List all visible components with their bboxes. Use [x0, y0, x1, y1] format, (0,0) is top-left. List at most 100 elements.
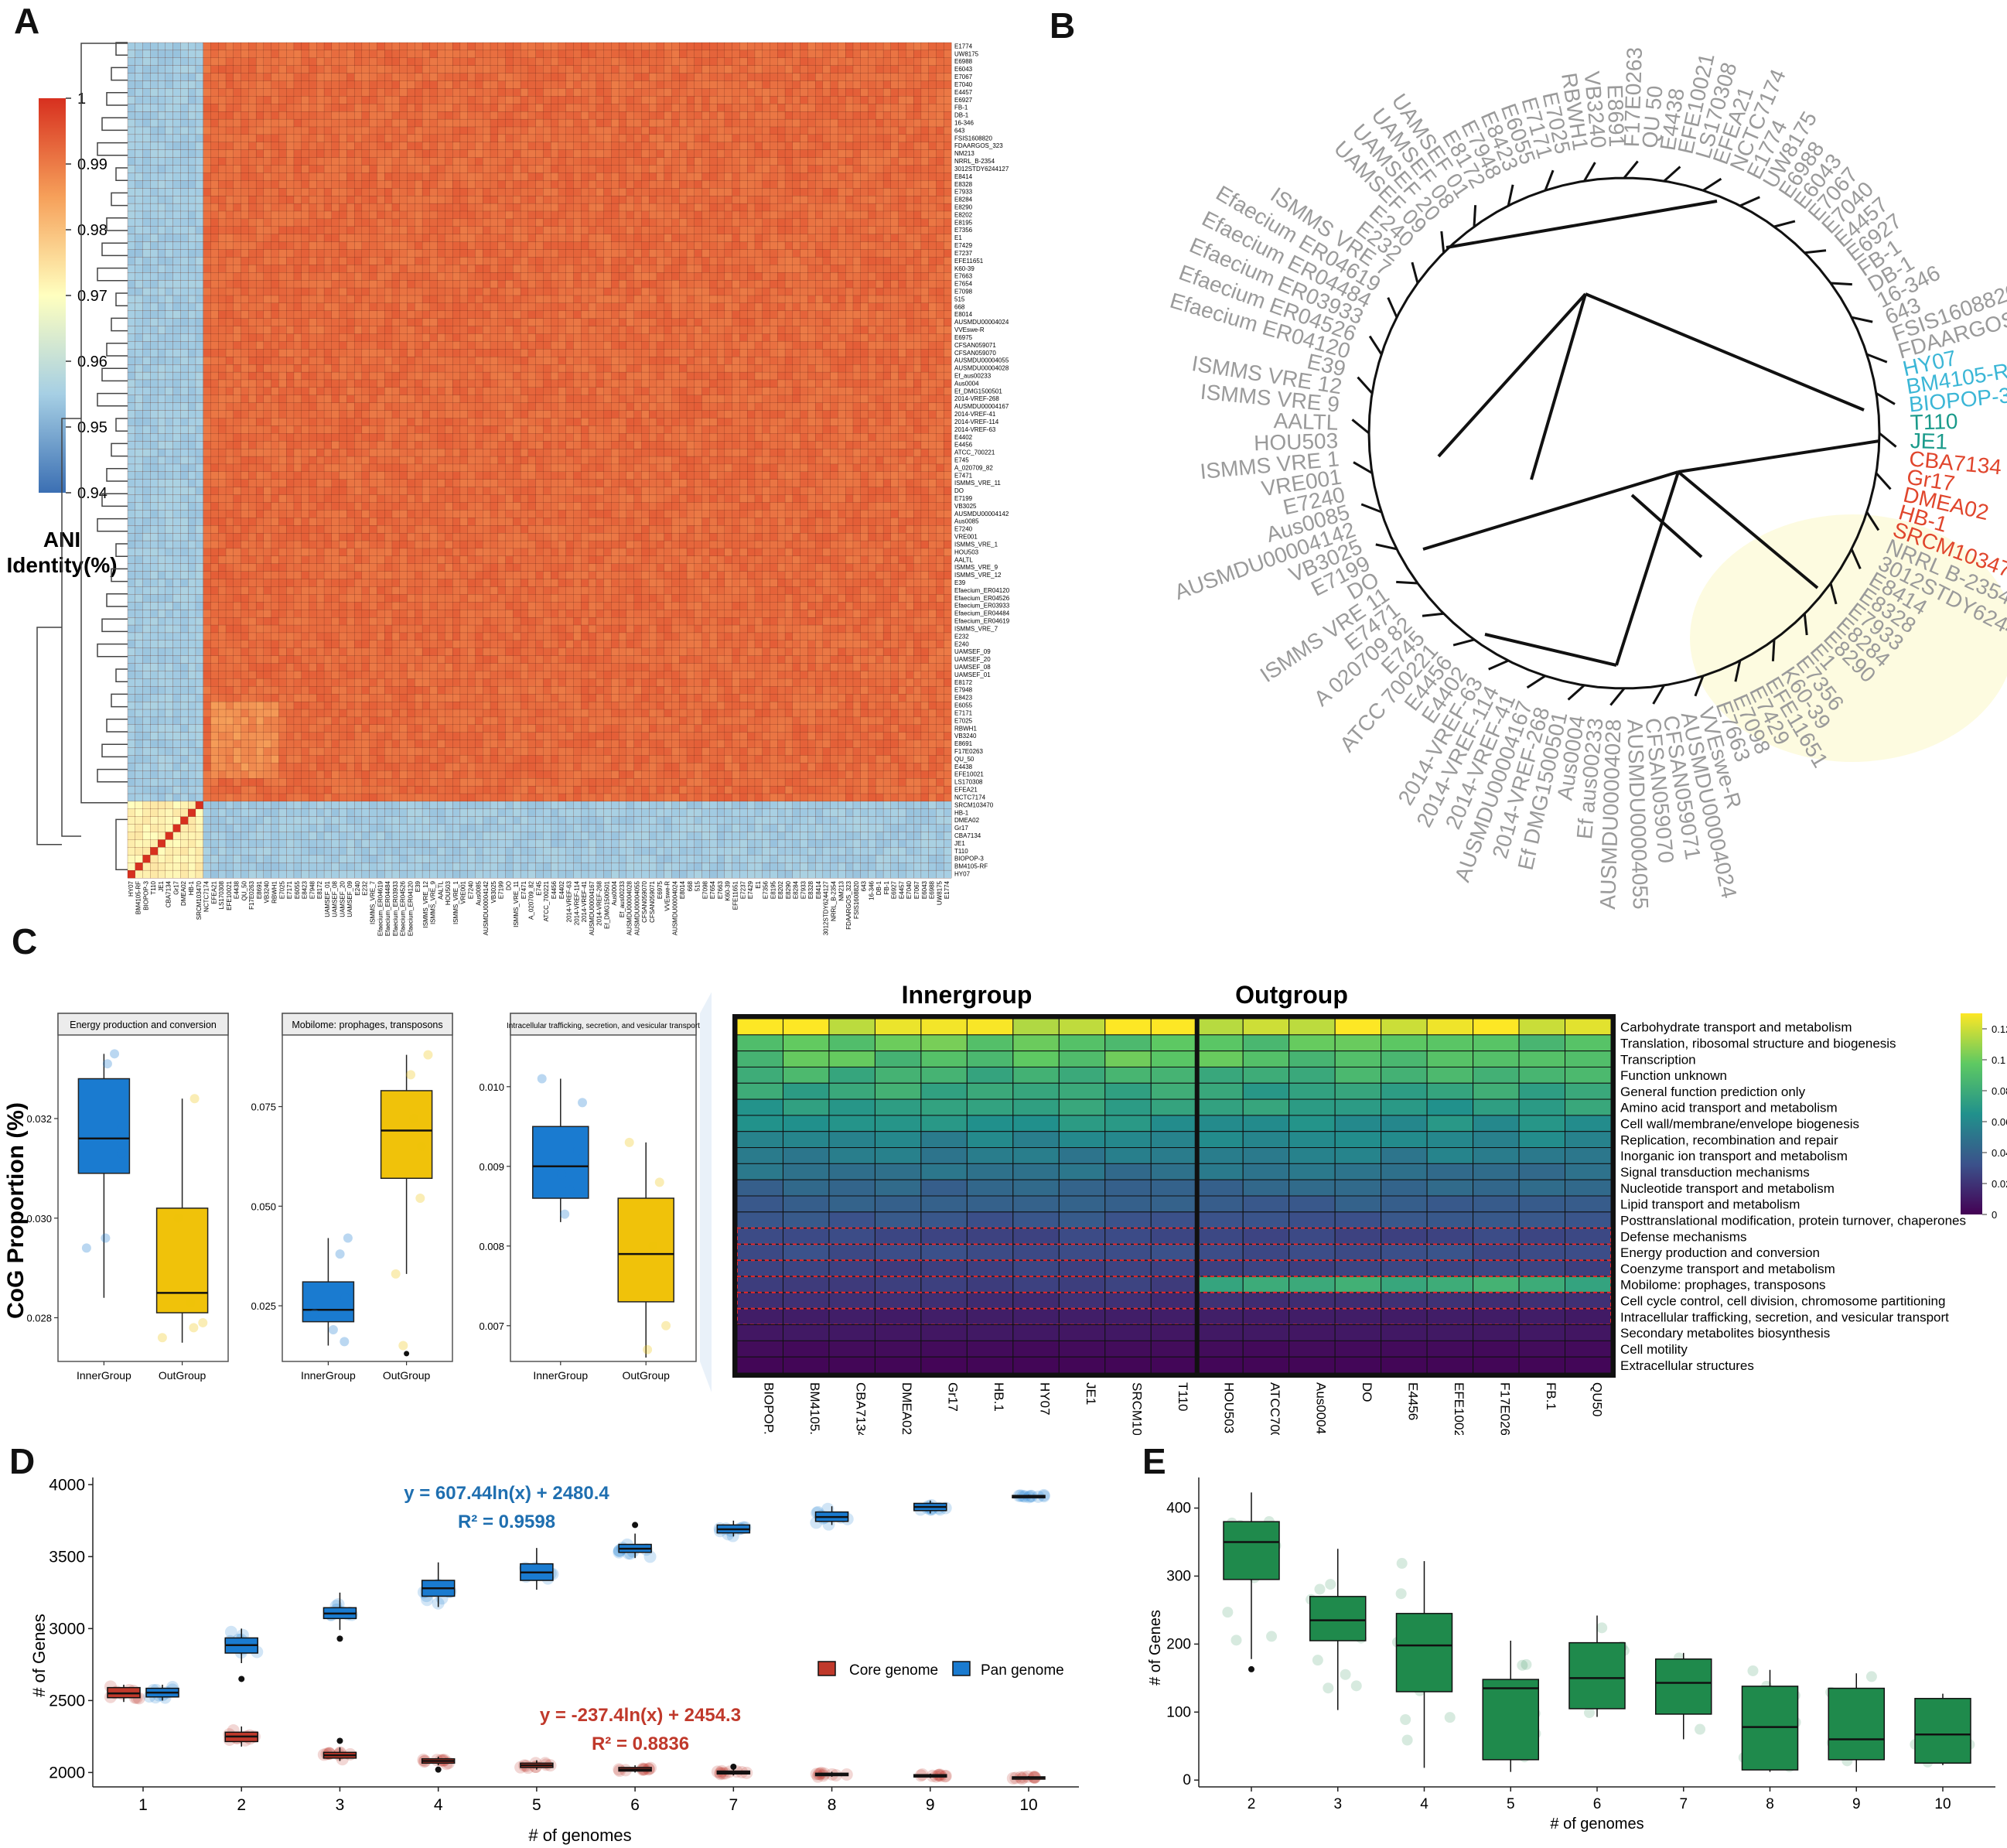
ani-cell	[656, 326, 665, 334]
ani-cell	[339, 226, 347, 235]
ani-cell	[520, 118, 529, 128]
ani-cell	[603, 196, 612, 204]
ani-cell	[762, 134, 770, 143]
ani-cell	[445, 234, 453, 243]
ani-cell	[429, 234, 439, 243]
ani-cell	[316, 318, 325, 327]
ani-cell	[437, 196, 445, 204]
ani-cell	[255, 88, 265, 97]
ani-cell	[150, 196, 159, 204]
ani-cell	[490, 149, 499, 159]
ani-cell	[784, 272, 794, 281]
ani-cell	[558, 349, 567, 357]
ani-cell	[271, 57, 279, 67]
ani-cell	[263, 173, 272, 181]
ani-cell	[664, 157, 672, 166]
ani-cell	[679, 42, 688, 51]
ani-cell	[543, 234, 551, 243]
ani-cell	[852, 371, 862, 381]
ani-cell	[513, 265, 521, 273]
ani-cell	[180, 203, 189, 212]
ani-cell	[255, 287, 265, 296]
ani-cell	[233, 333, 241, 342]
ani-cell	[686, 96, 695, 104]
ani-cell	[309, 341, 317, 350]
ani-cell	[293, 118, 302, 128]
ani-cell	[944, 341, 952, 350]
ani-cell	[339, 196, 347, 204]
ani-cell	[429, 326, 439, 334]
ani-cell	[241, 226, 249, 235]
ani-cell	[233, 218, 241, 227]
ani-cell	[724, 218, 733, 227]
ani-cell	[135, 387, 143, 396]
ani-cell	[633, 371, 642, 381]
ani-cell	[913, 142, 922, 151]
ani-cell	[218, 287, 227, 296]
ani-cell	[475, 249, 483, 258]
ani-cell	[558, 249, 567, 258]
ani-cell	[944, 88, 952, 97]
ani-cell	[135, 272, 143, 281]
ani-cell	[845, 310, 854, 319]
ani-cell	[807, 310, 816, 319]
ani-cell	[845, 210, 854, 220]
ani-cell	[603, 318, 612, 327]
ani-cell	[391, 165, 401, 173]
ani-cell	[407, 88, 415, 97]
ani-cell	[278, 173, 287, 181]
ani-cell	[316, 371, 325, 381]
ani-cell	[686, 295, 695, 304]
ani-cell	[407, 249, 415, 258]
ani-cell	[459, 126, 469, 135]
ani-cell	[656, 280, 665, 289]
ani-cell	[263, 118, 272, 128]
ani-cell	[391, 111, 401, 120]
ani-cell	[732, 42, 740, 51]
ani-cell	[558, 318, 567, 327]
ani-cell	[535, 302, 544, 312]
ani-cell	[165, 157, 174, 166]
ani-cell	[225, 364, 234, 373]
ani-cell	[611, 88, 620, 97]
ani-cell	[626, 42, 635, 51]
ani-cell	[860, 165, 869, 173]
ani-cell	[551, 379, 559, 388]
ani-cell	[346, 65, 355, 74]
ani-cell	[384, 249, 393, 258]
ani-cell	[157, 326, 166, 334]
ani-cell	[762, 203, 770, 212]
ani-cell	[747, 126, 756, 135]
ani-cell	[391, 371, 401, 381]
ani-cell	[641, 241, 650, 250]
ani-cell	[127, 96, 136, 104]
ani-cell	[656, 165, 665, 173]
ani-cell	[936, 371, 944, 381]
ani-cell	[475, 165, 483, 173]
ani-cell	[384, 50, 393, 59]
ani-cell	[263, 104, 272, 112]
ani-cell	[777, 234, 786, 243]
ani-cell	[255, 341, 265, 350]
ani-cell	[906, 333, 914, 342]
ani-cell	[709, 142, 718, 151]
ani-cell	[353, 196, 363, 204]
ani-cell	[716, 364, 725, 373]
ani-cell	[724, 257, 733, 265]
ani-cell	[309, 302, 317, 312]
ani-cell	[671, 287, 680, 296]
ani-cell	[278, 341, 287, 350]
ani-cell	[800, 318, 808, 327]
ani-cell	[391, 310, 401, 319]
ani-cell	[467, 173, 476, 181]
ani-cell	[838, 379, 846, 388]
ani-cell	[309, 379, 317, 388]
ani-cell	[127, 241, 136, 250]
ani-cell	[944, 42, 952, 51]
ani-cell	[852, 96, 862, 104]
ani-cell	[830, 180, 838, 189]
ani-cell	[641, 349, 650, 357]
ani-cell	[429, 165, 439, 173]
ani-cell	[830, 57, 838, 67]
ani-cell	[180, 287, 189, 296]
